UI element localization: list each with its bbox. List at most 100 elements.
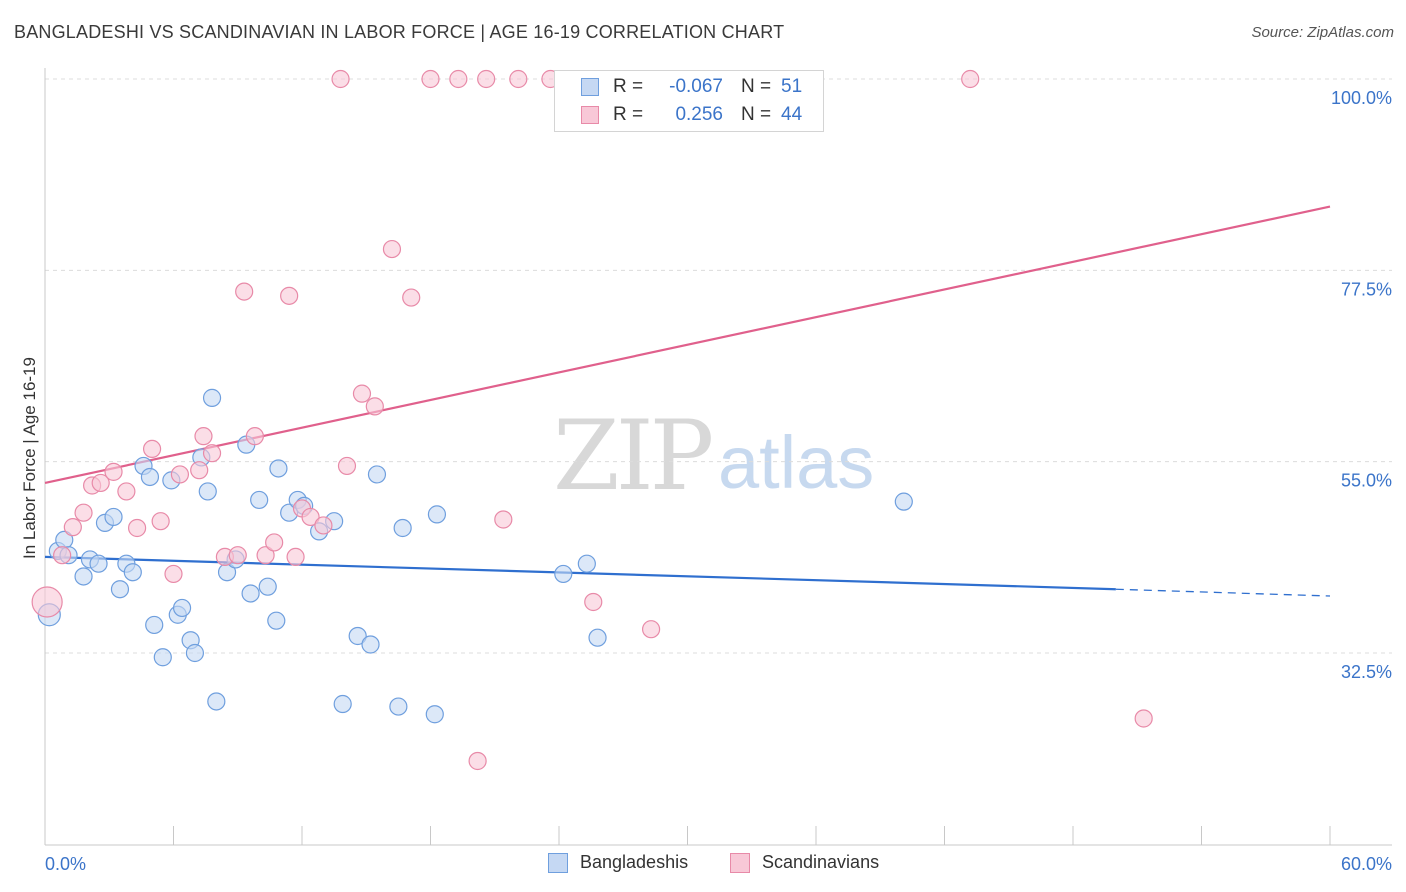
data-point-scandinavians: [331, 69, 350, 89]
data-point-bangladeshis: [348, 626, 367, 646]
data-point-bangladeshis: [250, 490, 269, 510]
data-point-bangladeshis: [393, 518, 412, 538]
data-point-bangladeshis: [588, 628, 607, 647]
data-point-scandinavians: [245, 427, 264, 446]
data-point-scandinavians: [584, 592, 603, 612]
data-point-bangladeshis: [554, 564, 573, 584]
y-tick-label: 55.0%: [1341, 471, 1392, 491]
data-point-scandinavians: [235, 282, 254, 301]
data-point-scandinavians: [256, 546, 275, 565]
y-tick-label: 32.5%: [1341, 662, 1392, 682]
legend-n-value: 51: [781, 76, 803, 97]
data-point-scandinavians: [468, 751, 487, 771]
data-point-bangladeshis: [140, 467, 160, 487]
data-point-scandinavians: [151, 512, 170, 531]
data-point-scandinavians: [509, 69, 528, 89]
source-label: Source: ZipAtlas.com: [1251, 24, 1394, 41]
data-point-scandinavians: [117, 482, 136, 501]
data-point-bangladeshis: [202, 388, 222, 407]
data-point-bangladeshis: [198, 482, 217, 501]
data-point-scandinavians: [1134, 709, 1153, 728]
y-tick-label: 77.5%: [1341, 279, 1392, 299]
data-point-bangladeshis: [333, 694, 352, 714]
legend-r-value: 0.256: [675, 104, 723, 125]
watermark-zip: ZIP: [553, 400, 714, 512]
data-point-bangladeshis: [361, 635, 380, 654]
trend-lines: [44, 205, 1331, 597]
data-point-scandinavians: [104, 462, 123, 481]
data-point-scandinavians: [477, 69, 496, 89]
x-tick-label: 60.0%: [1341, 854, 1392, 874]
data-point-bangladeshis: [269, 459, 288, 478]
data-point-bangladeshis: [367, 465, 387, 484]
bottom-swatch-scandinavians: [730, 852, 750, 873]
data-point-scandinavians: [286, 547, 305, 567]
y-axis-label: In Labor Force | Age 16-19: [20, 357, 39, 559]
data-point-scandinavians: [449, 69, 468, 89]
bottom-legend-bangladeshis: Bangladeshis: [548, 852, 688, 873]
data-point-scandinavians: [365, 397, 384, 416]
legend-n-value: 44: [781, 104, 803, 125]
data-point-bangladeshis: [172, 598, 192, 618]
correlation-legend: R = -0.067 N = 51 R = 0.256 N = 44: [554, 70, 824, 132]
data-point-bangladeshis: [153, 648, 172, 667]
data-point-scandinavians: [74, 503, 93, 522]
legend-swatch-scandinavians: [581, 106, 599, 124]
data-point-scandinavians: [301, 507, 320, 527]
data-point-bangladeshis: [258, 577, 277, 596]
legend-n-label: N =: [741, 76, 772, 97]
data-point-bangladeshis: [427, 505, 447, 524]
data-point-scandinavians: [127, 518, 147, 538]
data-point-scandinavians: [202, 444, 222, 463]
data-point-bangladeshis: [104, 507, 123, 527]
data-point-scandinavians: [164, 564, 183, 584]
data-point-bangladeshis: [389, 697, 408, 716]
trend-line-extension: [1115, 588, 1331, 597]
trend-line-scandinavians: [44, 205, 1331, 485]
data-point-scandinavians: [63, 518, 82, 537]
data-point-scandinavians: [421, 69, 440, 89]
legend-swatch-bangladeshis: [581, 78, 599, 96]
data-point-scandinavians: [142, 439, 162, 459]
legend-row-scandinavians: R = 0.256 N = 44: [555, 101, 802, 129]
data-point-scandinavians: [352, 384, 372, 403]
data-point-scandinavians: [961, 69, 980, 89]
data-point-scandinavians: [337, 456, 357, 476]
x-tick-label: 0.0%: [45, 854, 86, 874]
legend-n-label: N =: [741, 104, 772, 125]
data-point-scandinavians: [641, 620, 661, 639]
tick-labels: 32.5% 55.0% 77.5% 100.0% 0.0% 60.0% In Labor F…: [20, 88, 1392, 874]
data-point-scandinavians: [53, 546, 72, 565]
data-point-scandinavians: [228, 546, 247, 565]
legend-r-label: R =: [613, 104, 644, 125]
legend-r-value: -0.067: [669, 76, 723, 97]
data-point-scandinavians: [31, 586, 63, 618]
data-point-scandinavians: [280, 286, 299, 305]
bottom-legend-label: Scandinavians: [762, 852, 880, 872]
bottom-legend-scandinavians: Scandinavians: [730, 852, 879, 873]
data-point-bangladeshis: [110, 580, 130, 599]
data-point-bangladeshis: [425, 705, 444, 724]
data-point-scandinavians: [170, 465, 190, 484]
data-point-scandinavians: [190, 461, 209, 480]
watermark-atlas: atlas: [718, 421, 875, 504]
bottom-legend-label: Bangladeshis: [580, 852, 689, 872]
data-point-bangladeshis: [123, 563, 142, 582]
data-point-bangladeshis: [577, 554, 596, 573]
chart-title: BANGLADESHI VS SCANDINAVIAN IN LABOR FOR…: [14, 22, 785, 42]
data-point-bangladeshis: [894, 492, 913, 511]
data-point-scandinavians: [494, 510, 513, 529]
legend-r-label: R =: [613, 76, 644, 97]
grid-lines: [45, 78, 1392, 654]
data-point-bangladeshis: [267, 611, 286, 630]
data-point-scandinavians: [194, 427, 213, 446]
data-point-bangladeshis: [241, 584, 260, 603]
data-point-scandinavians: [314, 516, 333, 535]
data-points: [31, 69, 1153, 771]
data-point-bangladeshis: [207, 692, 226, 711]
data-point-scandinavians: [402, 288, 421, 307]
data-point-bangladeshis: [89, 554, 108, 573]
data-point-scandinavians: [91, 473, 110, 493]
axes: [44, 68, 1392, 846]
